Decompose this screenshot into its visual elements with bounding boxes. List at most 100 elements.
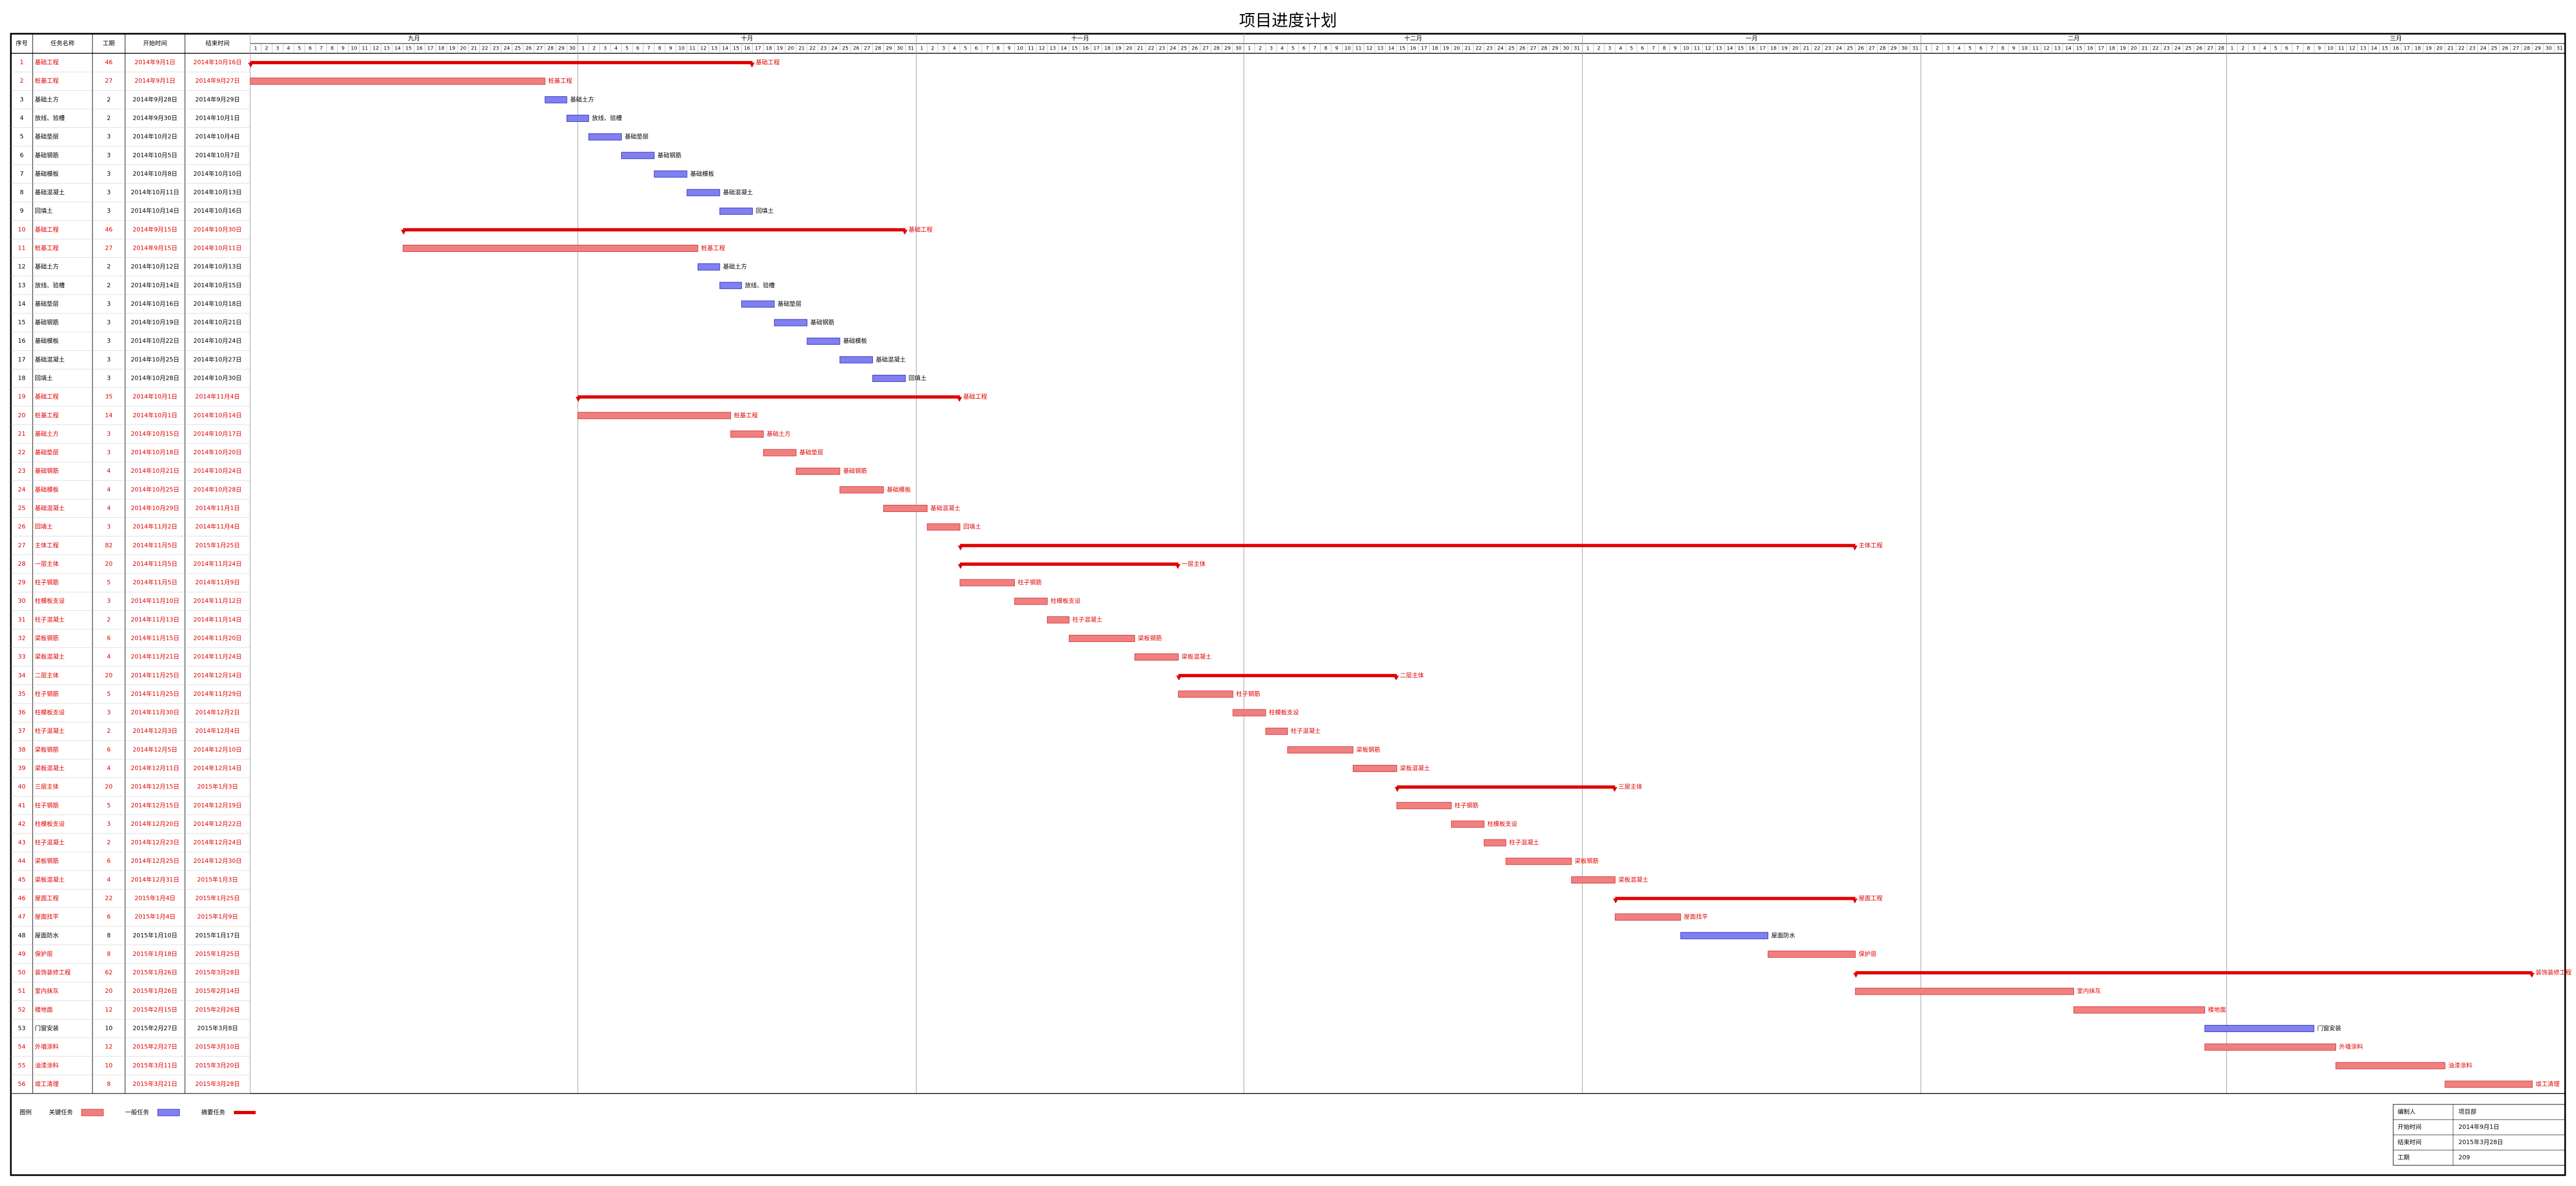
cell-id: 31 [18,616,26,623]
cell-id: 50 [18,969,26,976]
cell-id: 7 [20,170,24,177]
day-label: 13 [1716,46,1722,52]
cell-start: 2014年10月25日 [131,485,179,493]
day-label: 31 [1574,46,1580,52]
day-label: 14 [394,46,401,52]
cell-name: 基础钢筋 [35,151,59,159]
cell-start: 2015年1月10日 [133,931,177,939]
day-label: 14 [1388,46,1395,52]
bar-label: 桩基工程 [548,77,572,84]
day-label: 16 [2087,46,2094,52]
bar-label: 基础钢筋 [843,467,867,474]
cell-start: 2014年10月21日 [131,467,179,474]
day-label: 17 [428,46,434,52]
cell-end: 2014年12月10日 [194,745,242,753]
day-label: 28 [2218,46,2225,52]
day-label: 27 [1530,46,1536,52]
cell-start: 2015年1月4日 [135,894,176,902]
cell-start: 2014年9月15日 [133,225,177,233]
cell-duration: 3 [107,523,111,530]
task-bar [1767,950,1856,958]
cell-start: 2015年3月11日 [133,1061,177,1069]
cell-id: 13 [18,282,26,289]
day-label: 25 [2185,46,2191,52]
day-label: 7 [1652,46,1655,52]
day-label: 6 [309,46,312,52]
day-label: 8 [331,46,334,52]
bar-label: 柱子钢筋 [1454,801,1478,809]
task-bar [1233,709,1266,716]
day-label: 3 [276,46,279,52]
cell-start: 2014年11月2日 [133,523,177,530]
day-label: 26 [1519,46,1526,52]
cell-id: 11 [18,245,26,252]
column-header: 任务名称 [51,39,75,47]
cell-duration: 3 [107,375,111,382]
task-bar [566,115,589,122]
bar-label: 基础垫层 [778,300,802,307]
cell-duration: 3 [107,189,111,196]
cell-end: 2014年11月4日 [195,523,240,530]
summary-bar [1178,674,1397,677]
cell-start: 2014年11月5日 [133,578,177,586]
cell-end: 2014年9月29日 [195,95,240,103]
cell-name: 柱模板支设 [35,597,65,604]
bar-label: 回填土 [963,523,981,530]
cell-start: 2014年10月12日 [131,263,179,270]
column-header: 工期 [103,40,115,47]
day-label: 27 [1868,46,1874,52]
cell-name: 桩基工程 [35,77,59,84]
day-label: 15 [1738,46,1744,52]
cell-start: 2014年11月25日 [131,690,179,697]
task-bar [2205,1043,2336,1051]
cell-name: 梁板钢筋 [35,745,59,753]
day-label: 23 [1825,46,1831,52]
cell-end: 2015年1月3日 [197,875,238,883]
day-label: 2 [931,46,934,52]
day-label: 10 [1345,46,1351,52]
bar-label: 基础钢筋 [658,151,682,159]
day-label: 24 [1497,46,1504,52]
task-bar [1855,987,2075,995]
day-label: 9 [669,46,672,52]
cell-start: 2015年2月15日 [133,1005,177,1013]
day-label: 13 [2054,46,2060,52]
cell-name: 柱模板支设 [35,820,65,827]
day-label: 14 [2065,46,2072,52]
cell-start: 2014年10月29日 [131,504,179,512]
task-bar [807,337,840,345]
summary-end [1852,898,1858,904]
day-label: 26 [2196,46,2203,52]
task-bar [1614,913,1681,921]
day-label: 1 [1586,46,1589,52]
cell-name: 主体工程 [35,541,59,549]
cell-end: 2014年9月27日 [195,77,240,84]
cell-duration: 3 [107,152,111,159]
cell-start: 2014年9月15日 [133,244,177,252]
cell-end: 2015年1月25日 [195,541,240,549]
day-label: 30 [1902,46,1908,52]
cell-name: 基础土方 [35,430,59,437]
cell-id: 25 [18,505,26,512]
summary-end [1612,787,1618,792]
day-label: 27 [2513,46,2519,52]
day-label: 1 [254,46,257,52]
bar-label: 梁板钢筋 [1357,745,1380,753]
day-label: 5 [1291,46,1295,52]
cell-start: 2014年10月28日 [131,374,179,382]
day-label: 3 [2252,46,2256,52]
cell-duration: 3 [107,597,111,604]
day-label: 10 [1683,46,1689,52]
task-bar [839,356,873,363]
cell-id: 44 [18,857,26,864]
bar-label: 竣工清理 [2536,1080,2560,1088]
cell-duration: 35 [105,393,113,400]
day-label: 8 [2001,46,2004,52]
cell-name: 基础工程 [35,226,59,233]
day-label: 21 [1137,46,1143,52]
day-label: 17 [1760,46,1766,52]
cell-end: 2014年10月28日 [194,485,242,493]
info-key: 编制人 [2398,1108,2416,1115]
cell-name: 回填土 [35,374,53,382]
